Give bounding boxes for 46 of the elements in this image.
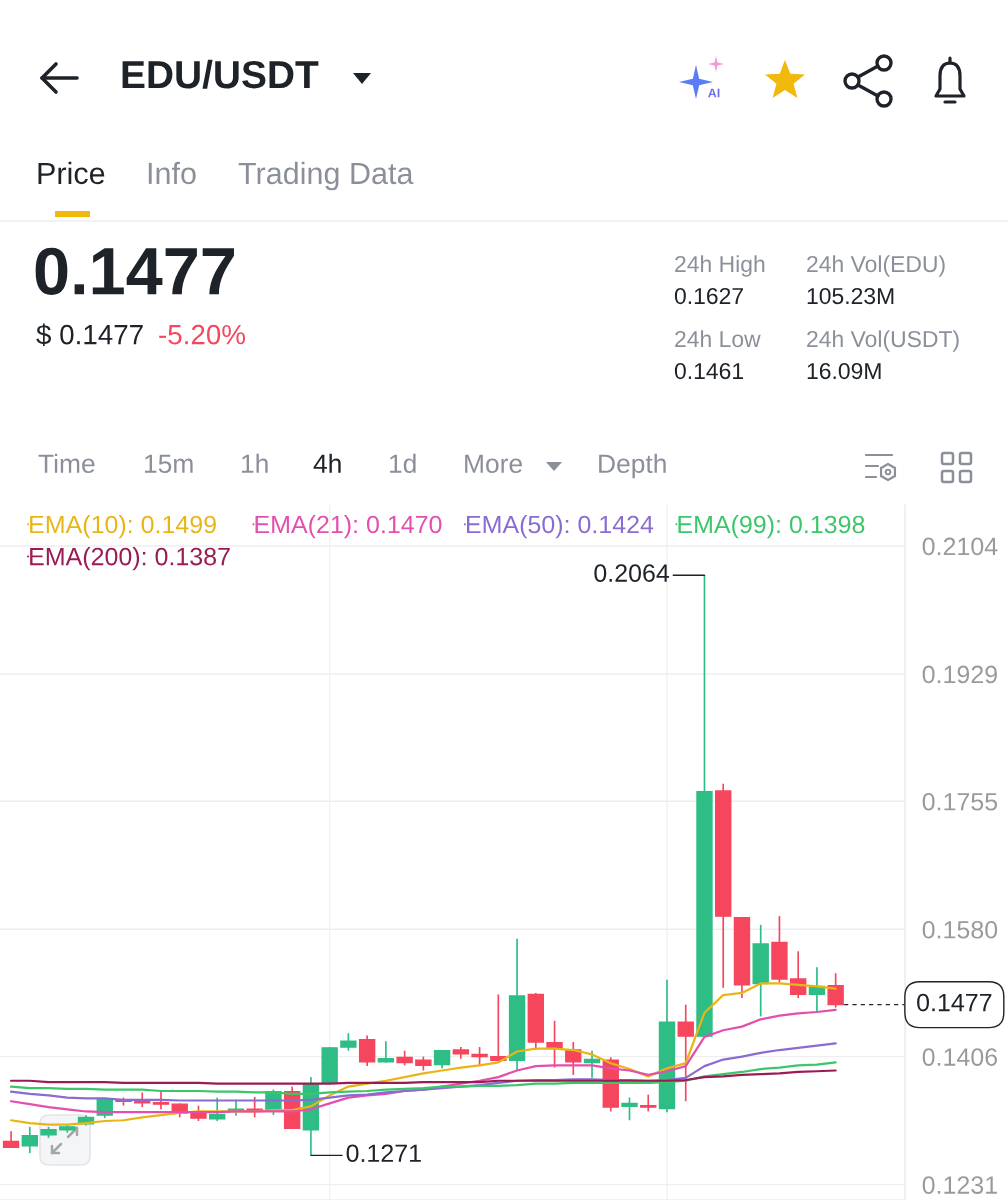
candlestick xyxy=(677,1003,694,1103)
ref-line-label: 0.1477 xyxy=(917,993,992,1012)
chart-title: EDU/USDT xyxy=(122,59,319,89)
legend-label: EMA(200): 0.1387 xyxy=(30,547,230,571)
text: 105.23M xyxy=(807,287,894,305)
text: 1d xyxy=(390,453,416,474)
text: Trading Data xyxy=(238,161,414,191)
candlestick xyxy=(21,1126,38,1155)
text: 0.1627 xyxy=(674,287,743,305)
annotation: 0.2064 xyxy=(594,564,670,582)
text: Info xyxy=(148,161,196,185)
text: 24h Vol(EDU) xyxy=(807,255,945,277)
text: -5.20% xyxy=(159,324,246,345)
text: AI xyxy=(708,88,720,98)
y-tick-label: 0.2104 xyxy=(922,537,998,556)
legend-label: EMA(21): 0.1470 xyxy=(255,515,442,539)
text: Depth xyxy=(599,453,666,479)
candlestick xyxy=(358,1034,376,1067)
text: 0.1461 xyxy=(674,362,743,380)
y-tick-label: 0.1755 xyxy=(922,792,998,811)
y-tick-label: 0.1406 xyxy=(922,1048,998,1066)
candlestick xyxy=(621,1096,638,1122)
text: 16.09M xyxy=(807,362,881,380)
legend-label: EMA(50): 0.1424 xyxy=(467,515,654,539)
text: 1h xyxy=(242,453,268,473)
text: 24h Low xyxy=(675,330,761,348)
legend-label: EMA(99): 0.1398 xyxy=(678,515,865,539)
text: More xyxy=(465,454,522,474)
text: 4h xyxy=(313,453,341,473)
text: $ 0.1477 xyxy=(36,323,143,347)
candlestick xyxy=(583,1049,601,1079)
text: 0.1477 xyxy=(35,247,234,295)
line-series xyxy=(9,1069,837,1085)
legend-label: EMA(10): 0.1499 xyxy=(30,515,216,539)
annotation: 0.1271 xyxy=(346,1144,421,1163)
candlestick xyxy=(640,1093,657,1113)
text: 15m xyxy=(145,454,193,474)
text: 24h Vol(USDT) xyxy=(807,330,959,352)
text: Time xyxy=(38,453,95,474)
candlestick xyxy=(827,972,844,1009)
text: 24h High xyxy=(675,255,765,277)
y-tick-label: 0.1231 xyxy=(922,1176,997,1194)
candlestick xyxy=(433,1049,451,1070)
y-tick-label: 0.1580 xyxy=(922,920,998,939)
text: Price xyxy=(38,161,105,185)
y-tick-label: 0.1929 xyxy=(922,665,997,684)
